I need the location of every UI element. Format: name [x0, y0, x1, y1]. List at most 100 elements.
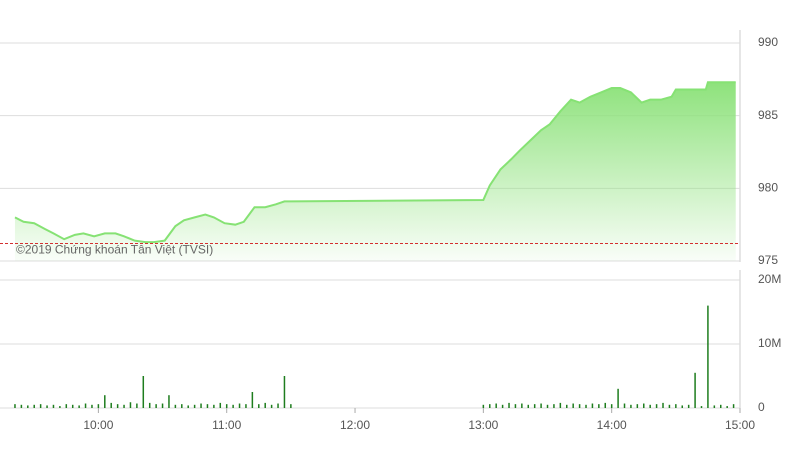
volume-bar [540, 403, 542, 408]
volume-bar [187, 405, 189, 408]
volume-bar [97, 404, 100, 408]
volume-bar [707, 305, 709, 408]
volume-bar [213, 404, 215, 408]
volume-bar [52, 404, 55, 408]
volume-bar [200, 403, 202, 408]
volume-bar [238, 403, 241, 408]
volume-bar [258, 404, 260, 408]
volume-bar [495, 403, 497, 408]
volume-bar [675, 404, 677, 408]
volume-bar [726, 406, 728, 408]
price-line [14, 81, 736, 244]
volume-bar [546, 404, 549, 408]
volume-bar [643, 403, 645, 408]
volume-bar [46, 405, 48, 408]
volume-bar [662, 402, 664, 408]
volume-bar [27, 405, 29, 408]
y-tick-label: 0 [758, 400, 765, 414]
volume-bar [700, 406, 703, 408]
volume-bar [636, 404, 639, 408]
volume-bar [604, 402, 607, 408]
volume-bar [161, 403, 164, 408]
x-tick-label: 14:00 [597, 418, 627, 432]
volume-bar [148, 402, 151, 408]
volume-bar [33, 404, 35, 408]
x-tick-label: 13:00 [468, 418, 498, 432]
volume-bar [283, 376, 286, 408]
volume-bar [630, 404, 632, 408]
volume-bar [617, 388, 619, 408]
x-tick-label: 12:00 [340, 418, 370, 432]
volume-bar [681, 405, 684, 408]
y-tick-label: 975 [758, 253, 778, 267]
volume-bar [713, 405, 716, 408]
volume-bar [110, 402, 112, 408]
volume-bar [533, 404, 536, 408]
y-tick-label: 990 [758, 35, 778, 49]
volume-bar [193, 404, 196, 408]
volume-bar [290, 404, 292, 408]
volume-bar [508, 402, 510, 408]
watermark: ©2019 Chứng khoán Tân Việt (TVSI) [16, 243, 213, 257]
volume-bar [598, 404, 600, 408]
volume-bar [225, 404, 228, 408]
volume-bar [655, 404, 658, 408]
volume-bar [14, 404, 16, 408]
volume-bar [129, 402, 132, 408]
y-tick-label: 985 [758, 108, 778, 122]
volume-bar [591, 403, 594, 408]
volume-bar [59, 406, 61, 408]
volume-bar [578, 404, 581, 408]
volume-bar [482, 404, 485, 408]
volume-bar [489, 404, 491, 408]
volume-bar [264, 402, 266, 408]
y-tick-label: 980 [758, 181, 778, 195]
x-tick-label: 10:00 [83, 418, 113, 432]
volume-bar [232, 404, 234, 408]
volume-bar [136, 403, 138, 408]
volume-bar [39, 404, 42, 408]
volume-bar [732, 404, 735, 408]
volume-bar [116, 404, 119, 408]
volume-bar [251, 392, 254, 408]
volume-bar [521, 403, 523, 408]
volume-bar [142, 376, 145, 408]
volume-bar [649, 404, 651, 408]
volume-bar [20, 404, 23, 408]
volume-bar [277, 403, 279, 408]
volume-bar [501, 404, 504, 408]
volume-bar [585, 404, 587, 408]
volume-bar [219, 402, 222, 408]
volume-bar [527, 404, 530, 408]
volume-bar [155, 404, 157, 408]
volume-bar [181, 404, 183, 408]
volume-bar [720, 404, 722, 408]
volume-bar [65, 404, 68, 408]
volume-bar [206, 404, 209, 408]
y-tick-label: 10M [758, 336, 781, 350]
volume-bar [78, 405, 80, 408]
volume-bar [514, 404, 517, 408]
volume-bar [623, 403, 626, 408]
x-tick-label: 11:00 [212, 418, 241, 432]
volume-bar [104, 395, 106, 408]
volume-bar [566, 404, 568, 408]
volume-bar [559, 402, 562, 408]
volume-bar [168, 395, 170, 408]
volume-bar [553, 404, 555, 408]
volume-bar [123, 404, 125, 408]
volume-bar [71, 404, 74, 408]
volume-bar [270, 404, 273, 408]
area-fill [14, 82, 736, 262]
volume-bar [91, 404, 93, 408]
volume-bar [668, 404, 671, 408]
volume-bar [572, 403, 574, 408]
x-tick-label: 15:00 [725, 418, 755, 432]
volume-bar [245, 404, 247, 408]
volume-bar [610, 404, 613, 408]
y-tick-label: 20M [758, 272, 781, 286]
volume-bar [694, 372, 696, 408]
volume-bar [687, 404, 690, 408]
volume-bar [84, 403, 87, 408]
